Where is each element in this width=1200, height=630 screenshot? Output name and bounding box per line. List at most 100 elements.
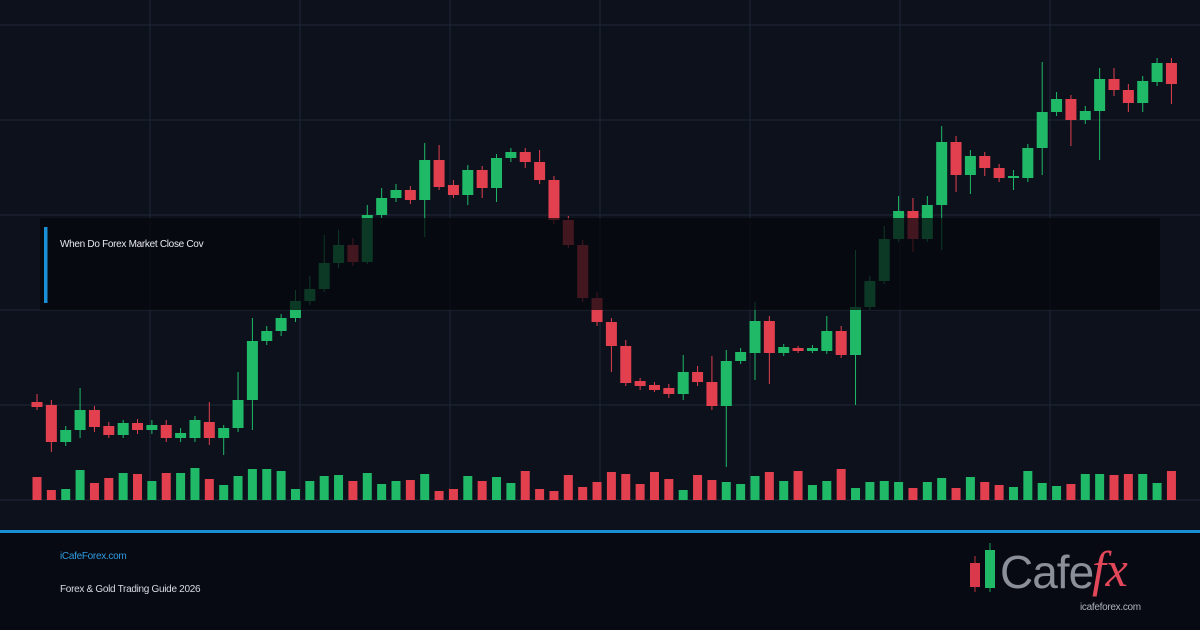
volume-bar: [520, 471, 530, 500]
volume-bar: [965, 477, 975, 500]
volume-bar: [937, 478, 947, 500]
volume-bar: [1152, 483, 1162, 500]
volume-bar: [578, 487, 588, 500]
volume-bar: [994, 485, 1004, 500]
candle-body: [1007, 176, 1019, 178]
candle-body: [31, 402, 43, 407]
candle-body: [706, 382, 718, 406]
candle-body: [1094, 79, 1106, 111]
candle-body: [1022, 148, 1034, 178]
logo-accent: fx: [1092, 541, 1128, 597]
site-link[interactable]: iCafeForex.com: [60, 551, 127, 562]
volume-bar: [664, 479, 674, 500]
volume-bar: [391, 481, 401, 500]
tagline: Forex & Gold Trading Guide 2026: [60, 584, 201, 595]
volume-bar: [377, 484, 387, 500]
candle-body: [1137, 81, 1149, 103]
volume-bar: [46, 490, 56, 500]
candle-body: [45, 405, 57, 442]
volume-bar: [305, 481, 315, 500]
volume-bar: [290, 489, 300, 500]
candle-body: [160, 425, 172, 438]
volume-bar: [420, 474, 430, 500]
candle-body: [850, 307, 862, 355]
volume-bar: [865, 482, 875, 500]
candle-body: [476, 170, 488, 188]
candle-body: [146, 425, 158, 430]
volume-bar: [477, 481, 487, 500]
volume-bar: [1066, 484, 1076, 500]
volume-bar: [635, 484, 645, 500]
candle-body: [677, 372, 689, 394]
volume-bar: [190, 468, 200, 500]
volume-bar: [463, 476, 473, 500]
candle-body: [275, 318, 287, 331]
title: When Do Forex Market Close Cov: [60, 239, 204, 250]
volume-bar: [319, 476, 329, 500]
volume-bar: [1052, 486, 1062, 500]
candle-body: [462, 170, 474, 195]
volume-bar: [563, 475, 573, 500]
title-panel: [40, 218, 1160, 310]
volume-bar: [434, 491, 444, 500]
candle-body: [1165, 63, 1177, 84]
volume-bar: [492, 477, 502, 500]
volume-bar: [736, 484, 746, 500]
volume-bar: [247, 469, 257, 500]
candle-body: [548, 180, 560, 220]
volume-bar: [779, 481, 789, 500]
candle-body: [620, 346, 632, 383]
title-accent: [44, 227, 48, 303]
volume-bar: [1109, 475, 1119, 500]
candle-body: [74, 410, 86, 430]
volume-bar: [621, 474, 631, 500]
candle-body: [806, 348, 818, 351]
volume-bar: [448, 489, 458, 500]
volume-bar: [951, 488, 961, 500]
candle-body: [117, 423, 129, 435]
candle-body: [447, 185, 459, 195]
volume-bar: [32, 477, 42, 500]
candle-body: [720, 361, 732, 406]
volume-bar: [1008, 487, 1018, 500]
volume-bar: [721, 482, 731, 500]
candle-body: [246, 341, 258, 400]
candle-body: [218, 428, 230, 438]
volume-bar: [147, 481, 157, 500]
candle-body: [1108, 79, 1120, 90]
candle-body: [1079, 111, 1091, 120]
candle-body: [203, 422, 215, 438]
volume-bar: [104, 478, 114, 500]
volume-bar: [851, 488, 861, 500]
volume-bar: [693, 475, 703, 500]
volume-bar: [1095, 474, 1105, 500]
candle-body: [534, 162, 546, 180]
volume-bar: [649, 472, 659, 500]
candle-body: [692, 372, 704, 382]
logo-candle: [970, 563, 980, 587]
candle-body: [1122, 90, 1134, 103]
volume-bar: [1138, 474, 1148, 500]
candle-body: [491, 158, 503, 188]
volume-bar: [262, 469, 272, 500]
volume-bar: [276, 471, 286, 500]
volume-bar: [1123, 474, 1133, 500]
volume-bar: [980, 482, 990, 500]
volume-bar: [405, 480, 415, 500]
volume-bar: [506, 483, 516, 500]
candle-body: [778, 347, 790, 353]
logo-text: Cafe: [1000, 546, 1094, 598]
logo-icon: [970, 543, 995, 592]
volume-bar: [707, 480, 717, 500]
candle-body: [390, 190, 402, 198]
logo-url: icafeforex.com: [1080, 602, 1141, 613]
logo-candle: [985, 550, 995, 588]
candle-body: [189, 420, 201, 438]
candle-body: [993, 168, 1005, 178]
candle-body: [88, 410, 100, 427]
volume-bar: [133, 474, 143, 500]
candle-body: [950, 142, 962, 175]
volume-bar: [161, 473, 171, 500]
